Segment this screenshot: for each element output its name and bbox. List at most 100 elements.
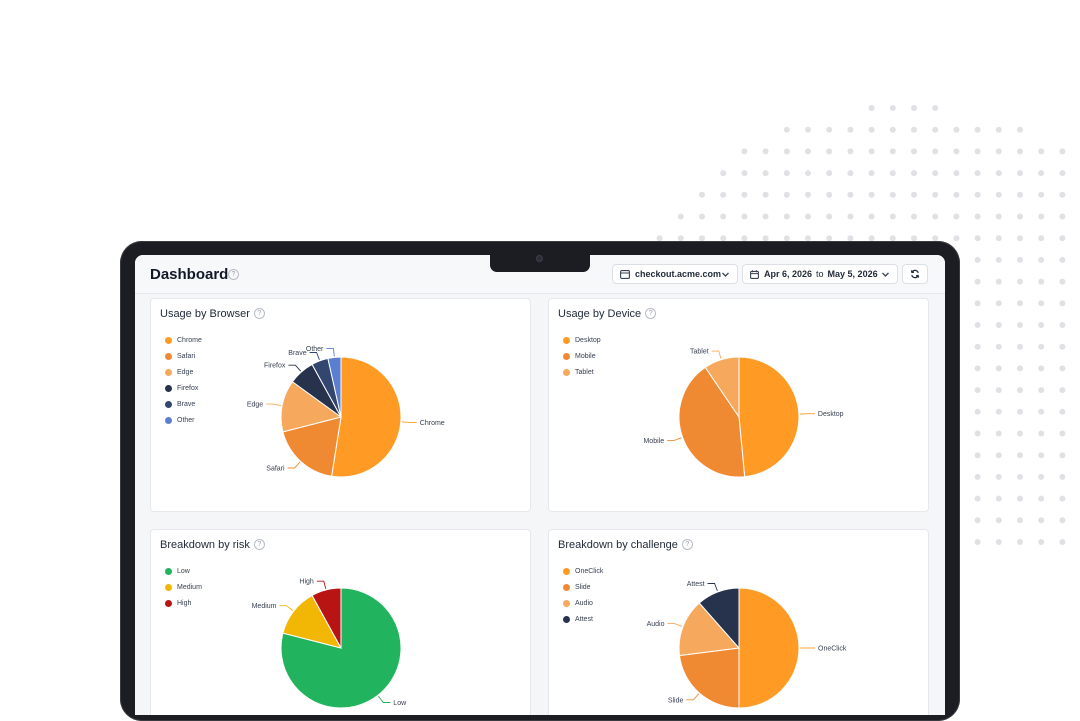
slice-leader-line bbox=[326, 348, 334, 356]
slice-leader-line bbox=[712, 351, 721, 359]
date-separator: to bbox=[816, 269, 824, 279]
background-dot bbox=[996, 322, 1002, 328]
background-dot bbox=[996, 496, 1002, 502]
background-dot bbox=[784, 170, 790, 176]
background-dot bbox=[975, 257, 981, 263]
background-dot bbox=[763, 192, 769, 198]
page-title: Dashboard bbox=[150, 266, 228, 283]
background-dot bbox=[996, 452, 1002, 458]
background-dot bbox=[996, 148, 1002, 154]
background-dot bbox=[847, 192, 853, 198]
background-dot bbox=[975, 214, 981, 220]
background-dot bbox=[847, 170, 853, 176]
background-dot bbox=[826, 127, 832, 133]
refresh-icon bbox=[910, 269, 920, 279]
slice-leader-line bbox=[667, 438, 682, 441]
background-dot bbox=[1017, 257, 1023, 263]
background-dot bbox=[763, 148, 769, 154]
background-dot bbox=[975, 127, 981, 133]
background-dot bbox=[1038, 322, 1044, 328]
background-dot bbox=[1038, 214, 1044, 220]
background-dot bbox=[975, 192, 981, 198]
background-dot bbox=[975, 279, 981, 285]
background-dot bbox=[975, 344, 981, 350]
refresh-button[interactable] bbox=[902, 264, 928, 284]
background-dot bbox=[996, 539, 1002, 545]
background-dot bbox=[805, 127, 811, 133]
background-dot bbox=[805, 214, 811, 220]
background-dot bbox=[932, 192, 938, 198]
background-dot bbox=[1017, 517, 1023, 523]
background-dot bbox=[1017, 235, 1023, 241]
background-dot bbox=[1038, 192, 1044, 198]
background-dot bbox=[996, 517, 1002, 523]
background-dot bbox=[1038, 365, 1044, 371]
slice-label: Slide bbox=[668, 697, 684, 704]
background-dot bbox=[953, 192, 959, 198]
background-dot bbox=[1017, 474, 1023, 480]
background-dot bbox=[953, 127, 959, 133]
background-dot bbox=[996, 279, 1002, 285]
background-dot bbox=[1059, 279, 1065, 285]
background-dot bbox=[869, 214, 875, 220]
background-dot bbox=[741, 170, 747, 176]
slice-leader-line bbox=[686, 694, 698, 700]
background-dot bbox=[1017, 344, 1023, 350]
slice-label: Medium bbox=[252, 603, 277, 610]
pie-slice[interactable] bbox=[679, 648, 739, 708]
background-dot bbox=[911, 214, 917, 220]
background-dot bbox=[975, 431, 981, 437]
background-dot bbox=[1059, 431, 1065, 437]
background-dot bbox=[826, 214, 832, 220]
background-dot bbox=[911, 192, 917, 198]
background-dot bbox=[932, 105, 938, 111]
background-dot bbox=[763, 170, 769, 176]
background-dot bbox=[975, 539, 981, 545]
background-dot bbox=[975, 300, 981, 306]
pie-slice[interactable] bbox=[332, 357, 401, 477]
background-dot bbox=[975, 517, 981, 523]
background-dot bbox=[1059, 496, 1065, 502]
background-dot bbox=[1017, 322, 1023, 328]
background-dot bbox=[1059, 214, 1065, 220]
background-dot bbox=[975, 387, 981, 393]
background-dot bbox=[1017, 192, 1023, 198]
slice-label: Mobile bbox=[643, 438, 664, 445]
background-dot bbox=[805, 170, 811, 176]
background-dot bbox=[1038, 257, 1044, 263]
background-dot bbox=[1059, 344, 1065, 350]
background-dot bbox=[1017, 365, 1023, 371]
pie-slice[interactable] bbox=[739, 357, 799, 477]
background-dot bbox=[741, 192, 747, 198]
background-dot bbox=[847, 214, 853, 220]
background-dot bbox=[869, 105, 875, 111]
slice-leader-line bbox=[317, 581, 326, 589]
background-dot bbox=[1017, 300, 1023, 306]
background-dot bbox=[1038, 539, 1044, 545]
background-dot bbox=[996, 257, 1002, 263]
site-select[interactable]: checkout.acme.com bbox=[612, 264, 738, 284]
slice-leader-line bbox=[708, 584, 718, 591]
background-dot bbox=[741, 214, 747, 220]
pie-slice[interactable] bbox=[739, 588, 799, 708]
slice-leader-line bbox=[378, 696, 390, 702]
background-dot bbox=[805, 148, 811, 154]
background-dot bbox=[890, 127, 896, 133]
background-dot bbox=[847, 148, 853, 154]
slice-label: High bbox=[299, 579, 314, 586]
background-dot bbox=[996, 474, 1002, 480]
background-dot bbox=[1038, 431, 1044, 437]
help-icon[interactable]: ? bbox=[228, 269, 239, 280]
background-dot bbox=[996, 387, 1002, 393]
background-dot bbox=[869, 127, 875, 133]
background-dot bbox=[784, 192, 790, 198]
background-dot bbox=[1038, 409, 1044, 415]
background-dot bbox=[911, 105, 917, 111]
background-dot bbox=[953, 170, 959, 176]
background-dot bbox=[720, 214, 726, 220]
background-dot bbox=[1017, 387, 1023, 393]
background-dot bbox=[953, 235, 959, 241]
date-range-picker[interactable]: Apr 6, 2026 to May 5, 2026 bbox=[742, 264, 898, 284]
slice-label: Attest bbox=[687, 581, 705, 588]
